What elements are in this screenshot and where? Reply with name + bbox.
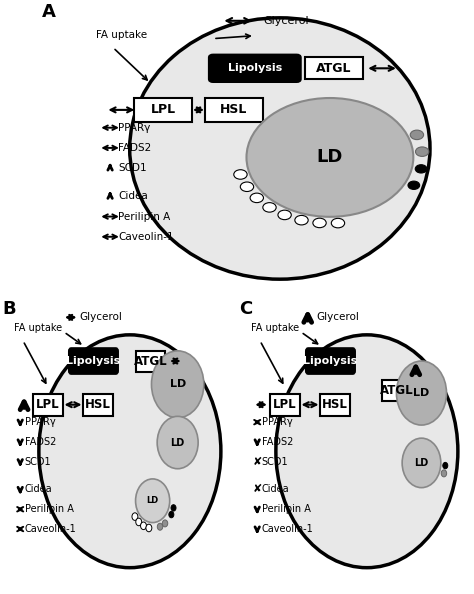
Text: Glycerol: Glycerol bbox=[263, 16, 309, 26]
Circle shape bbox=[136, 479, 170, 523]
FancyBboxPatch shape bbox=[83, 394, 113, 416]
Ellipse shape bbox=[39, 335, 221, 568]
Text: Perilipin A: Perilipin A bbox=[118, 211, 171, 222]
Circle shape bbox=[313, 218, 326, 228]
Text: SCD1: SCD1 bbox=[262, 457, 288, 467]
Circle shape bbox=[416, 147, 429, 156]
Text: SCD1: SCD1 bbox=[118, 163, 147, 173]
Circle shape bbox=[441, 470, 447, 477]
FancyBboxPatch shape bbox=[136, 350, 165, 371]
Ellipse shape bbox=[130, 18, 430, 279]
Text: Glycerol: Glycerol bbox=[80, 312, 123, 323]
Circle shape bbox=[402, 438, 441, 488]
FancyBboxPatch shape bbox=[320, 394, 350, 416]
Circle shape bbox=[136, 518, 142, 526]
Text: LD: LD bbox=[170, 380, 186, 389]
Text: ATGL: ATGL bbox=[316, 62, 352, 75]
Text: A: A bbox=[42, 3, 56, 21]
Circle shape bbox=[246, 98, 413, 217]
Text: FADS2: FADS2 bbox=[25, 437, 56, 447]
FancyBboxPatch shape bbox=[382, 380, 411, 400]
Circle shape bbox=[295, 216, 308, 225]
Text: Perilipin A: Perilipin A bbox=[25, 504, 73, 514]
Text: Perilipin A: Perilipin A bbox=[262, 504, 310, 514]
Text: HSL: HSL bbox=[322, 398, 348, 411]
Text: LPL: LPL bbox=[150, 103, 176, 116]
Text: FA uptake: FA uptake bbox=[14, 323, 62, 333]
Text: LD: LD bbox=[146, 496, 159, 505]
Text: SCD1: SCD1 bbox=[25, 457, 51, 467]
Circle shape bbox=[157, 523, 163, 530]
Text: HSL: HSL bbox=[220, 103, 247, 116]
Circle shape bbox=[396, 361, 447, 425]
Circle shape bbox=[171, 505, 176, 511]
Text: Lipolysis: Lipolysis bbox=[228, 64, 282, 73]
FancyBboxPatch shape bbox=[134, 98, 192, 122]
Text: ✘: ✘ bbox=[253, 457, 262, 467]
Circle shape bbox=[234, 170, 247, 179]
Text: FADS2: FADS2 bbox=[262, 437, 293, 447]
Text: FA uptake: FA uptake bbox=[251, 323, 299, 333]
Text: LD: LD bbox=[171, 438, 185, 447]
Text: ATGL: ATGL bbox=[380, 384, 413, 397]
FancyBboxPatch shape bbox=[69, 348, 118, 374]
Text: Lipolysis: Lipolysis bbox=[66, 356, 120, 366]
Text: B: B bbox=[2, 300, 16, 318]
Text: FA uptake: FA uptake bbox=[96, 30, 147, 40]
Circle shape bbox=[157, 416, 198, 469]
Text: ✘: ✘ bbox=[253, 485, 262, 494]
Circle shape bbox=[415, 165, 427, 173]
FancyBboxPatch shape bbox=[205, 98, 263, 122]
Circle shape bbox=[240, 182, 254, 191]
Text: Glycerol: Glycerol bbox=[317, 312, 360, 323]
Text: LD: LD bbox=[414, 458, 428, 468]
Circle shape bbox=[331, 219, 345, 228]
Circle shape bbox=[410, 130, 424, 140]
Text: HSL: HSL bbox=[85, 398, 111, 411]
Circle shape bbox=[443, 462, 448, 469]
Text: LD: LD bbox=[317, 148, 343, 166]
Circle shape bbox=[132, 513, 138, 520]
Text: Caveolin-1: Caveolin-1 bbox=[262, 524, 313, 534]
Circle shape bbox=[278, 210, 292, 220]
Text: Caveolin-1: Caveolin-1 bbox=[25, 524, 76, 534]
Text: Cidea: Cidea bbox=[118, 191, 148, 201]
Text: Lipolysis: Lipolysis bbox=[303, 356, 357, 366]
Text: PPARγ: PPARγ bbox=[262, 417, 292, 427]
Circle shape bbox=[146, 524, 152, 532]
FancyBboxPatch shape bbox=[306, 348, 355, 374]
FancyBboxPatch shape bbox=[270, 394, 300, 416]
Text: PPARγ: PPARγ bbox=[25, 417, 55, 427]
Text: ATGL: ATGL bbox=[134, 355, 167, 368]
Circle shape bbox=[263, 203, 276, 212]
Text: LPL: LPL bbox=[36, 398, 60, 411]
Ellipse shape bbox=[276, 335, 458, 568]
Text: C: C bbox=[239, 300, 253, 318]
Text: Caveolin-1: Caveolin-1 bbox=[118, 232, 174, 242]
FancyBboxPatch shape bbox=[33, 394, 63, 416]
Text: LPL: LPL bbox=[273, 398, 297, 411]
Circle shape bbox=[250, 193, 264, 203]
Text: Cidea: Cidea bbox=[25, 485, 53, 494]
Circle shape bbox=[152, 351, 204, 418]
FancyBboxPatch shape bbox=[305, 57, 363, 80]
Circle shape bbox=[408, 181, 419, 189]
Text: PPARγ: PPARγ bbox=[118, 123, 151, 132]
Text: Cidea: Cidea bbox=[262, 485, 290, 494]
Circle shape bbox=[140, 522, 146, 530]
FancyBboxPatch shape bbox=[209, 55, 301, 82]
Circle shape bbox=[169, 511, 174, 518]
Circle shape bbox=[162, 520, 168, 527]
Text: FADS2: FADS2 bbox=[118, 143, 152, 153]
Text: LD: LD bbox=[413, 388, 429, 398]
